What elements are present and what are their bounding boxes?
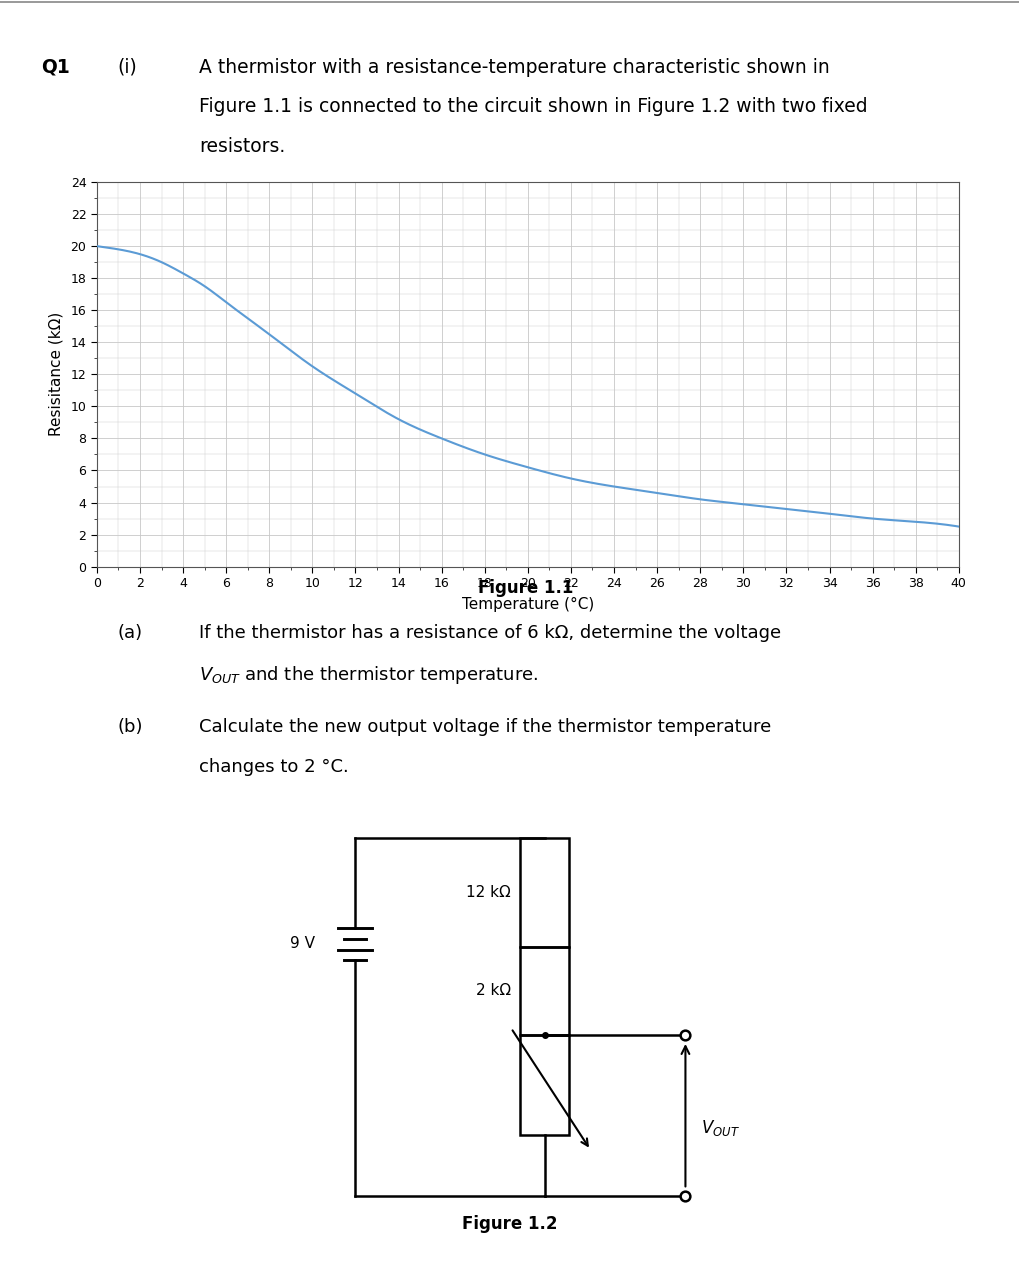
Bar bbox=[520, 838, 569, 947]
Bar bbox=[520, 1035, 569, 1135]
Text: changes to 2 °C.: changes to 2 °C. bbox=[199, 758, 348, 776]
Text: If the thermistor has a resistance of 6 kΩ, determine the voltage: If the thermistor has a resistance of 6 … bbox=[199, 624, 781, 642]
Text: 12 kΩ: 12 kΩ bbox=[466, 886, 511, 900]
Y-axis label: Resisitance (kΩ): Resisitance (kΩ) bbox=[49, 313, 63, 436]
X-axis label: Temperature (°C): Temperature (°C) bbox=[462, 597, 593, 612]
Text: Figure 1.1 is connected to the circuit shown in Figure 1.2 with two fixed: Figure 1.1 is connected to the circuit s… bbox=[199, 97, 867, 117]
Text: $\mathit{V}_{OUT}$ and the thermistor temperature.: $\mathit{V}_{OUT}$ and the thermistor te… bbox=[199, 664, 538, 686]
Text: 2 kΩ: 2 kΩ bbox=[476, 983, 511, 999]
Text: (a): (a) bbox=[117, 624, 143, 642]
Text: Calculate the new output voltage if the thermistor temperature: Calculate the new output voltage if the … bbox=[199, 718, 770, 736]
Text: $\mathit{V}_{OUT}$: $\mathit{V}_{OUT}$ bbox=[700, 1118, 739, 1138]
Text: A thermistor with a resistance-temperature characteristic shown in: A thermistor with a resistance-temperatu… bbox=[199, 58, 828, 77]
Text: Q1: Q1 bbox=[41, 58, 69, 77]
Text: (b): (b) bbox=[117, 718, 143, 736]
Bar bbox=[520, 947, 569, 1035]
Text: Figure 1.1: Figure 1.1 bbox=[477, 579, 573, 597]
Text: Figure 1.2: Figure 1.2 bbox=[462, 1215, 557, 1233]
Text: (i): (i) bbox=[117, 58, 137, 77]
Text: 9 V: 9 V bbox=[289, 936, 315, 951]
Text: resistors.: resistors. bbox=[199, 137, 285, 156]
